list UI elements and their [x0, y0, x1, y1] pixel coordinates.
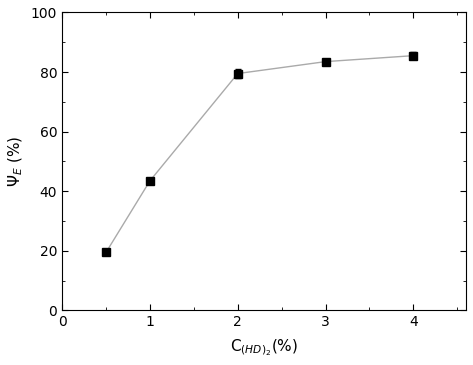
X-axis label: C$_{(HD)_2}$(%): C$_{(HD)_2}$(%)	[230, 338, 298, 358]
Y-axis label: $\Psi_E$ (%): $\Psi_E$ (%)	[7, 136, 26, 187]
